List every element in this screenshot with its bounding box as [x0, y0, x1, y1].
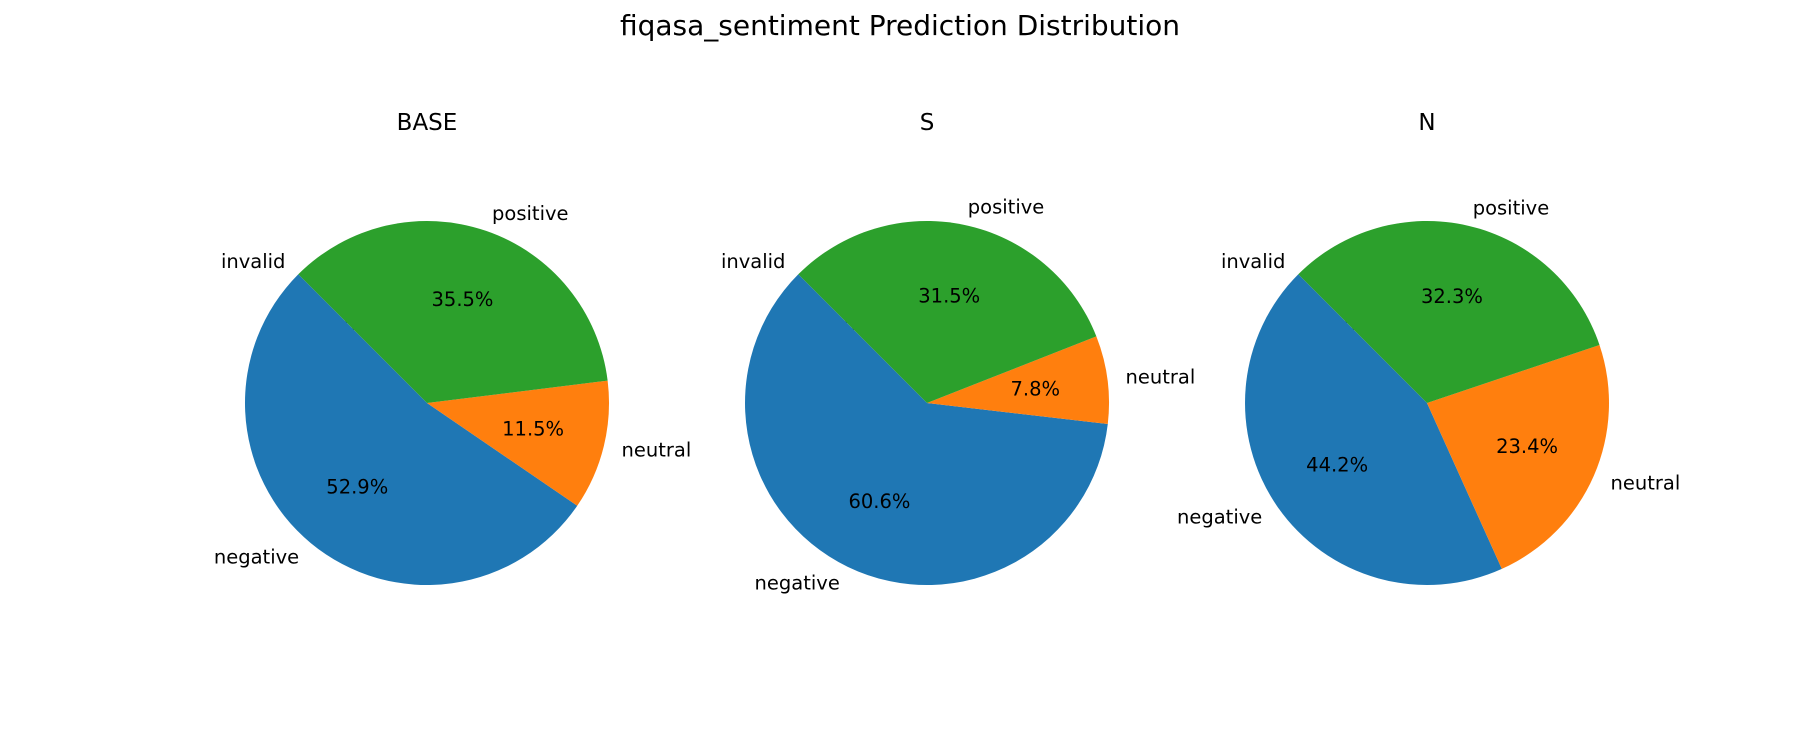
slice-percent-negative: 60.6%	[848, 490, 910, 513]
slice-percent-neutral: 7.8%	[1011, 377, 1061, 400]
pie-chart-2: Sinvalid0.0%negative60.6%neutral7.8%posi…	[721, 110, 1195, 595]
pie-title: S	[920, 110, 935, 136]
slice-percent-negative: 52.9%	[326, 476, 388, 499]
pie-slice-positive	[298, 221, 608, 403]
slice-label-positive: positive	[968, 196, 1045, 219]
slice-label-positive: positive	[1473, 197, 1550, 220]
pie-slice-neutral	[427, 380, 610, 506]
slice-label-negative: negative	[755, 572, 840, 595]
slice-percent-positive: 31.5%	[918, 285, 980, 308]
slice-percent-neutral: 11.5%	[502, 417, 564, 440]
slice-percent-negative: 44.2%	[1306, 454, 1368, 477]
pie-chart-3: Ninvalid0.0%negative44.2%neutral23.4%pos…	[1177, 110, 1680, 585]
pie-slice-neutral	[1427, 344, 1609, 569]
slice-label-invalid: invalid	[221, 250, 285, 273]
pie-title: N	[1418, 110, 1435, 136]
pie-slice-neutral	[927, 336, 1110, 424]
pie-slice-negative	[244, 274, 578, 586]
pie-slice-positive	[798, 221, 1097, 403]
pie-slice-negative	[745, 274, 1108, 586]
pie-charts: BASEinvalid0.0%negative52.9%neutral11.5%…	[214, 110, 1680, 595]
slice-percent-positive: 32.3%	[1421, 285, 1483, 308]
slice-label-neutral: neutral	[622, 439, 692, 462]
pie-slice-negative	[1245, 274, 1502, 585]
slice-label-negative: negative	[1177, 505, 1262, 528]
slice-label-invalid: invalid	[1221, 250, 1285, 273]
figure-title: fiqasa_sentiment Prediction Distribution	[620, 9, 1180, 42]
slice-percent-positive: 35.5%	[432, 288, 494, 311]
slice-label-positive: positive	[492, 202, 569, 225]
pie-slice-positive	[1298, 221, 1600, 403]
slice-percent-neutral: 23.4%	[1496, 435, 1558, 458]
slice-label-neutral: neutral	[1611, 472, 1681, 495]
slice-label-invalid: invalid	[721, 250, 785, 273]
pie-chart-1: BASEinvalid0.0%negative52.9%neutral11.5%…	[214, 110, 692, 586]
slice-label-negative: negative	[214, 546, 299, 569]
slice-label-neutral: neutral	[1126, 366, 1196, 389]
pie-title: BASE	[397, 110, 458, 136]
